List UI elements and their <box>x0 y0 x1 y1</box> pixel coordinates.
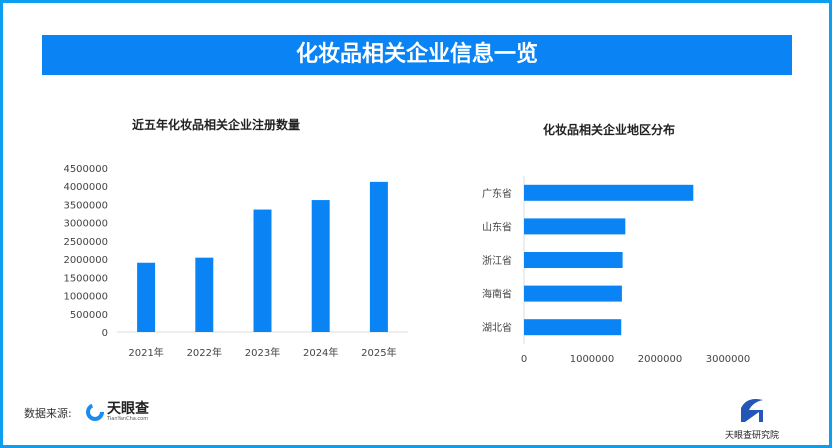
bar-2023年 <box>253 209 272 332</box>
y-tick-label: 2500000 <box>63 237 108 248</box>
institute-logo: 天眼查研究院 <box>722 396 782 441</box>
y-tick-label: 湖北省 <box>482 321 512 334</box>
y-tick-label: 500000 <box>70 310 108 321</box>
institute-logo-icon <box>741 399 763 422</box>
logo-name: 天眼查 <box>107 401 149 417</box>
page-title: 化妆品相关企业信息一览 <box>42 35 792 75</box>
institute-name: 天眼查研究院 <box>724 431 779 441</box>
bar-2025年 <box>369 181 388 332</box>
bar-湖北省 <box>524 319 622 336</box>
bar-2021年 <box>137 262 156 332</box>
logo-sub: TianYanCha.com <box>107 416 149 422</box>
logo-icon <box>86 403 104 421</box>
bar-2024年 <box>311 200 330 332</box>
tianyancha-logo: 天眼查 TianYanCha.com <box>86 402 149 422</box>
source-label: 数据来源: <box>24 407 72 420</box>
x-tick-label: 1000000 <box>570 354 615 365</box>
y-tick-label: 浙江省 <box>482 254 512 267</box>
y-tick-label: 4500000 <box>63 164 108 175</box>
x-tick-label: 2000000 <box>638 354 683 365</box>
chart-title-registrations: 近五年化妆品相关企业注册数量 <box>132 118 301 132</box>
bar-山东省 <box>524 218 626 235</box>
bar-浙江省 <box>524 252 623 268</box>
x-tick-label: 2022年 <box>187 346 222 359</box>
x-tick-label: 0 <box>521 354 527 365</box>
chart-title-regions: 化妆品相关企业地区分布 <box>543 123 676 137</box>
y-tick-label: 广东省 <box>482 187 512 200</box>
y-tick-label: 1500000 <box>63 273 108 284</box>
x-tick-label: 3000000 <box>706 354 751 365</box>
y-tick-label: 0 <box>102 328 108 339</box>
y-tick-label: 2000000 <box>63 255 108 266</box>
bar-广东省 <box>524 184 694 201</box>
y-tick-label: 海南省 <box>482 288 512 301</box>
x-tick-label: 2021年 <box>128 346 163 359</box>
x-tick-label: 2025年 <box>361 346 396 359</box>
x-tick-label: 2024年 <box>303 346 338 359</box>
bar-海南省 <box>524 285 622 302</box>
bar-2022年 <box>195 257 214 332</box>
y-tick-label: 山东省 <box>482 220 512 233</box>
x-tick-label: 2023年 <box>245 346 280 359</box>
y-tick-label: 4000000 <box>63 182 108 193</box>
y-tick-label: 3500000 <box>63 200 108 211</box>
y-tick-label: 1000000 <box>63 292 108 303</box>
y-tick-label: 3000000 <box>63 219 108 230</box>
